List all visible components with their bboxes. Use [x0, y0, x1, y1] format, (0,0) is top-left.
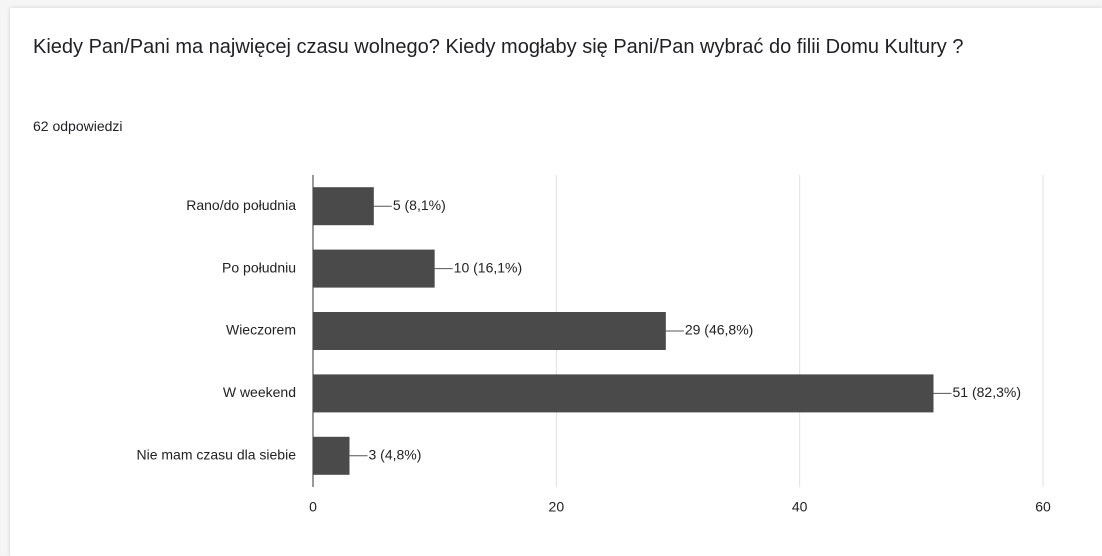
x-tick-label: 20	[549, 499, 565, 515]
chart-subtitle: 62 odpowiedzi	[33, 118, 123, 134]
y-tick-label: Wieczorem	[226, 322, 296, 338]
value-label: 3 (4,8%)	[369, 447, 422, 463]
x-tick-label: 0	[309, 499, 317, 515]
y-tick-label: Nie mam czasu dla siebie	[136, 447, 296, 463]
bar	[313, 249, 435, 288]
bar	[313, 374, 934, 413]
y-tick-label: Po południu	[222, 259, 296, 275]
y-tick-label: Rano/do południa	[186, 197, 296, 213]
bar	[313, 312, 666, 350]
chart-title: Kiedy Pan/Pani ma najwięcej czasu wolneg…	[33, 36, 964, 58]
bar	[313, 187, 374, 226]
value-label: 10 (16,1%)	[454, 259, 522, 275]
bar	[313, 436, 350, 475]
value-label: 5 (8,1%)	[393, 197, 446, 213]
x-tick-label: 40	[792, 499, 808, 515]
value-label: 29 (46,8%)	[685, 322, 753, 338]
y-tick-label: W weekend	[223, 384, 296, 400]
value-label: 51 (82,3%)	[953, 384, 1021, 400]
x-tick-label: 60	[1035, 499, 1051, 515]
